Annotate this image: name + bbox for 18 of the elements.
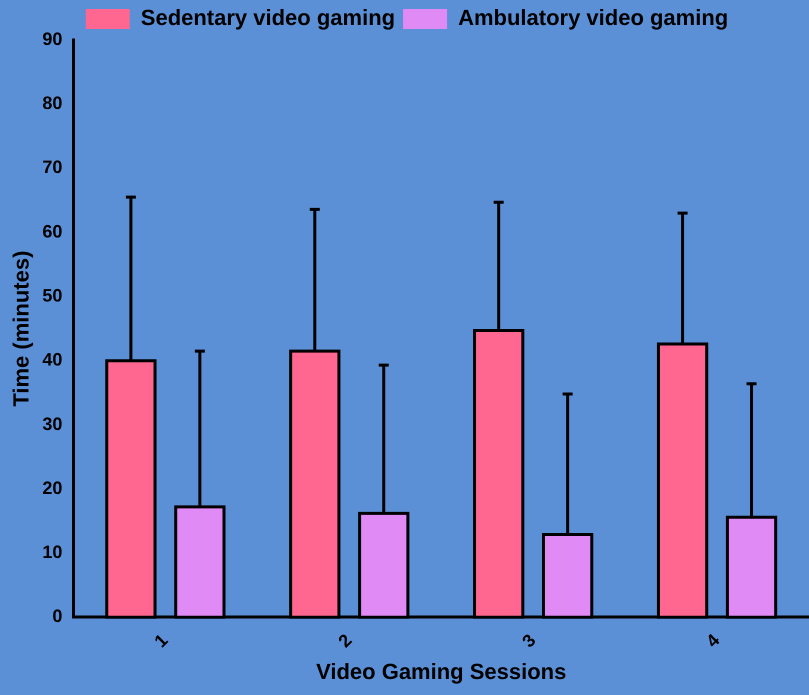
- y-tick-label: 30: [42, 414, 62, 434]
- y-tick-label: 70: [42, 157, 62, 178]
- y-tick-label: 50: [42, 286, 62, 306]
- y-axis-title: Time (minutes): [8, 250, 34, 407]
- y-tick-label: 0: [52, 606, 62, 626]
- legend-label: Ambulatory video gaming: [458, 5, 728, 30]
- y-tick-label: 40: [42, 350, 62, 370]
- legend-label: Sedentary video gaming: [140, 5, 396, 30]
- x-axis-title: Video Gaming Sessions: [316, 658, 566, 684]
- y-tick-label: 60: [42, 221, 62, 242]
- y-tick-label: 80: [42, 93, 62, 114]
- x-tick-label: 3: [518, 630, 540, 652]
- x-tick-label: 4: [702, 630, 724, 652]
- y-tick-label: 10: [42, 542, 62, 562]
- y-tick-label: 20: [42, 478, 62, 498]
- x-tick-label: 2: [334, 630, 356, 652]
- y-tick-label: 90: [42, 28, 62, 49]
- x-tick-label: 1: [150, 630, 172, 652]
